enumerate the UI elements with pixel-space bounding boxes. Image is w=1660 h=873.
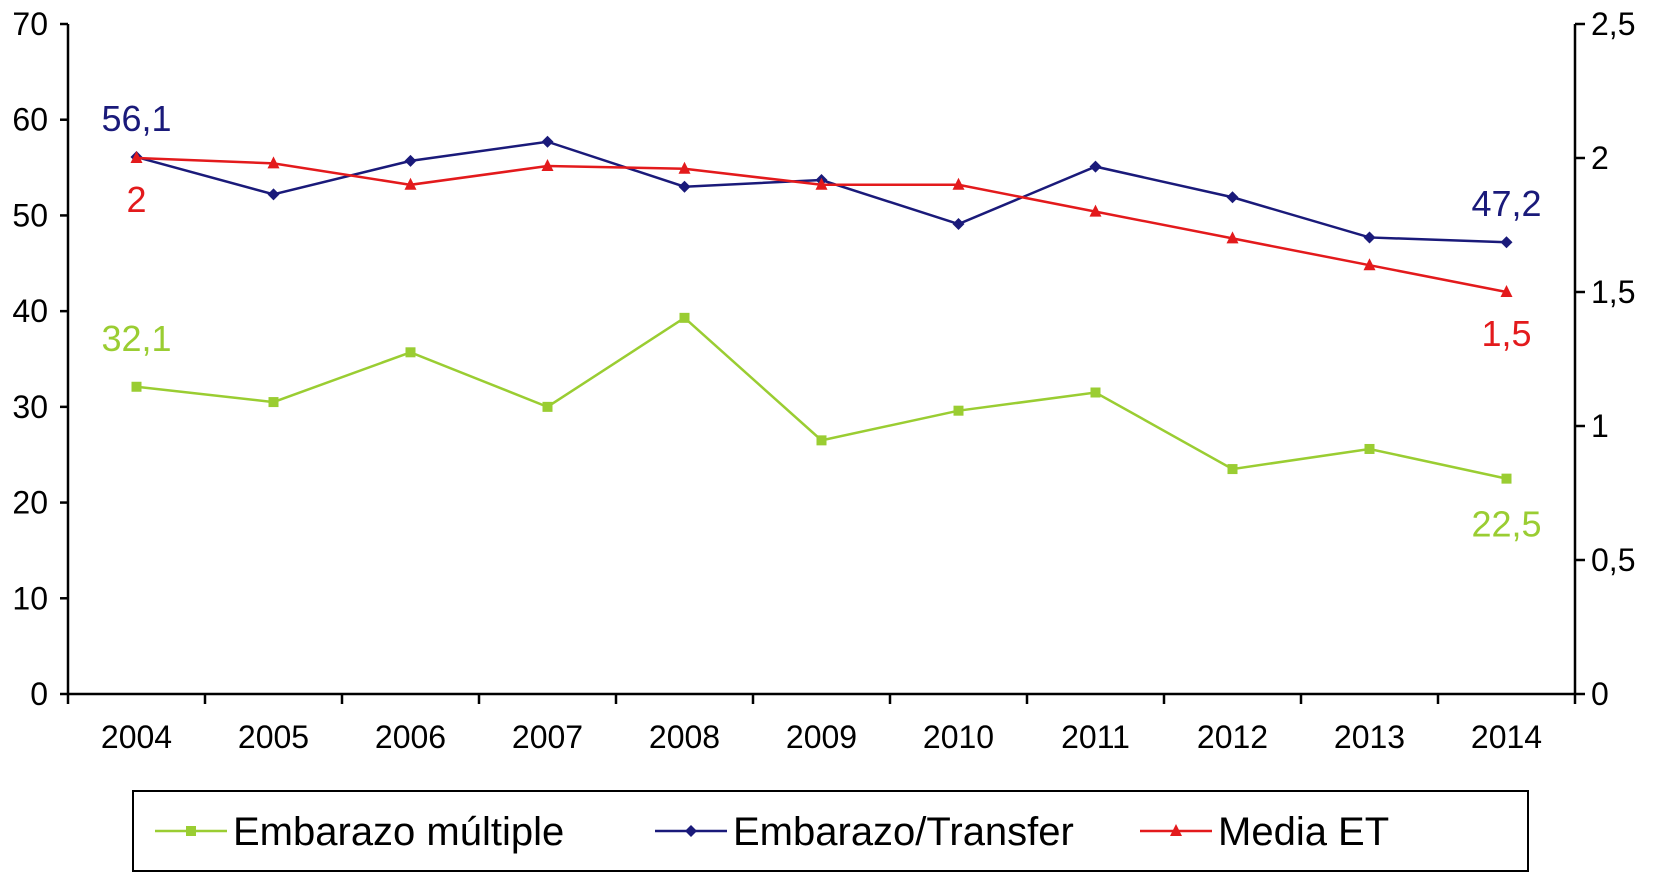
left-tick-label: 30 xyxy=(12,389,48,425)
data-point-triangle xyxy=(1226,231,1239,244)
data-point-diamond xyxy=(1226,191,1239,204)
legend-label: Media ET xyxy=(1218,810,1389,854)
left-tick-label: 40 xyxy=(12,293,48,329)
data-point-triangle xyxy=(678,161,691,174)
data-point-square xyxy=(268,397,279,408)
data-point-diamond xyxy=(1089,160,1102,173)
data-point-square xyxy=(1227,464,1238,475)
right-tick-label: 2,5 xyxy=(1591,6,1635,42)
data-point-triangle xyxy=(1170,824,1182,836)
data-point-square xyxy=(816,435,827,446)
x-tick-label: 2012 xyxy=(1197,719,1268,755)
data-label: 47,2 xyxy=(1471,183,1541,224)
left-tick-label: 70 xyxy=(12,6,48,42)
legend-box xyxy=(132,790,1529,872)
data-point-triangle xyxy=(1363,258,1376,271)
data-point-square xyxy=(1501,473,1512,484)
left-tick-label: 10 xyxy=(12,580,48,616)
data-point-square xyxy=(186,826,196,836)
data-point-diamond xyxy=(952,218,965,231)
data-point-square xyxy=(405,347,416,358)
left-tick-label: 20 xyxy=(12,485,48,521)
x-tick-label: 2004 xyxy=(101,719,172,755)
series-line xyxy=(136,316,1507,480)
x-tick-label: 2005 xyxy=(238,719,309,755)
x-tick-label: 2010 xyxy=(923,719,994,755)
data-point-diamond xyxy=(685,825,697,837)
data-labels: 32,1 22,5 56,1 47,2 2 1,5 xyxy=(101,98,1541,545)
legend-item: Embarazo múltiple xyxy=(155,810,564,854)
data-label: 22,5 xyxy=(1471,504,1541,545)
data-label: 32,1 xyxy=(101,318,171,359)
x-tick-label: 2007 xyxy=(512,719,583,755)
series-layer xyxy=(130,135,1513,484)
data-point-square xyxy=(679,312,690,323)
data-point-square xyxy=(1090,387,1101,398)
right-tick-label: 1,5 xyxy=(1591,274,1635,310)
data-point-triangle xyxy=(952,177,965,190)
data-point-triangle xyxy=(1089,204,1102,217)
series-embarazo-transfer xyxy=(130,135,1513,249)
right-tick-label: 0 xyxy=(1591,676,1609,712)
x-tick-label: 2008 xyxy=(649,719,720,755)
data-point-diamond xyxy=(404,154,417,167)
data-point-diamond xyxy=(678,180,691,193)
right-tick-label: 0,5 xyxy=(1591,542,1635,578)
x-tick-label: 2013 xyxy=(1334,719,1405,755)
x-tick-label: 2006 xyxy=(375,719,446,755)
data-point-triangle xyxy=(130,151,143,163)
data-point-triangle xyxy=(1500,285,1513,297)
data-point-triangle xyxy=(541,159,554,172)
legend-item: Media ET xyxy=(1140,810,1389,854)
left-tick-label: 60 xyxy=(12,102,48,138)
data-point-square xyxy=(542,401,553,412)
data-label: 2 xyxy=(126,179,146,220)
data-point-diamond xyxy=(541,135,554,148)
legend-label: Embarazo múltiple xyxy=(233,810,564,854)
x-tick-label: 2014 xyxy=(1471,719,1542,755)
data-point-diamond xyxy=(1363,231,1376,244)
legend-item: Embarazo/Transfer xyxy=(655,810,1074,854)
data-point-triangle xyxy=(404,177,417,190)
data-point-square xyxy=(131,381,142,392)
data-point-triangle xyxy=(815,177,828,190)
data-label: 56,1 xyxy=(101,98,171,139)
series-media-et xyxy=(130,151,1513,297)
x-tick-label: 2011 xyxy=(1061,719,1130,755)
left-tick-label: 50 xyxy=(12,197,48,233)
data-label: 1,5 xyxy=(1481,313,1531,354)
data-point-triangle xyxy=(267,156,280,169)
series-embarazo-m-ltiple xyxy=(131,312,1512,484)
x-tick-label: 2009 xyxy=(786,719,857,755)
series-line xyxy=(136,140,1507,244)
data-point-square xyxy=(953,405,964,416)
legend-label: Embarazo/Transfer xyxy=(733,810,1074,854)
right-axis-ticks: 0 0,5 1 1,5 2 2,5 xyxy=(1575,6,1635,712)
data-point-diamond xyxy=(267,188,280,201)
left-axis-ticks: 0 10 20 30 40 50 60 70 xyxy=(12,6,68,712)
data-point-square xyxy=(1364,443,1375,454)
right-tick-label: 1 xyxy=(1591,408,1609,444)
x-axis-ticks: 2004 2005 2006 2007 2008 2009 2010 2011 2012 2013… xyxy=(66,694,1577,755)
legend: Embarazo múltiple Embarazo/Transfer Media … xyxy=(132,790,1529,872)
data-point-diamond xyxy=(1500,236,1513,249)
right-tick-label: 2 xyxy=(1591,140,1609,176)
left-tick-label: 0 xyxy=(30,676,48,712)
